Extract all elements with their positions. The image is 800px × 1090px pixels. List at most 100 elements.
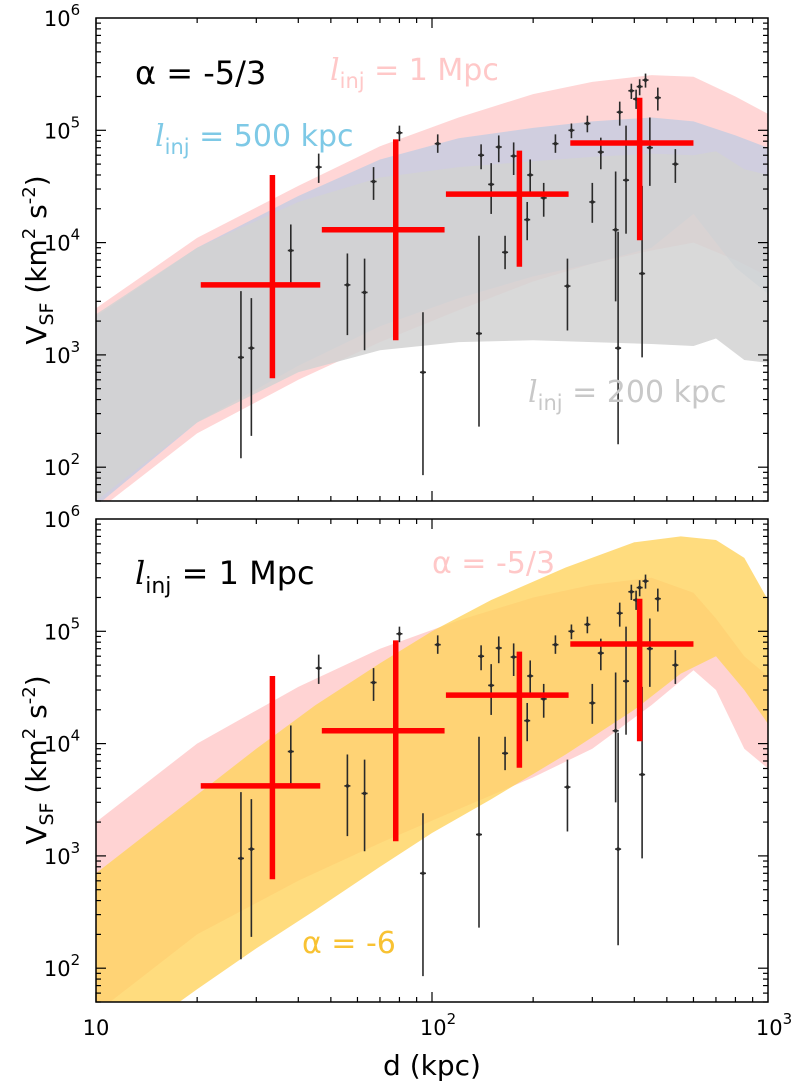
measurements-top — [237, 73, 679, 476]
band-label-1mpc: linj = 1 Mpc — [330, 53, 499, 93]
ticks-bottom: 102 103 104 105 106 10 102 103 — [44, 502, 792, 1040]
bands-bottom — [96, 536, 768, 1002]
measurement-point — [552, 134, 559, 153]
x-axis-label: d (kpc) — [383, 1049, 481, 1082]
measurement-point — [568, 123, 575, 139]
panel-top: 102 103 104 105 106 α = -5/3 linj = 1 Mpc li… — [44, 1, 769, 502]
x-tick-label: 102 — [420, 1010, 456, 1040]
measurement-point — [344, 253, 351, 336]
measurement-point — [527, 660, 534, 696]
y-tick-label: 104 — [44, 727, 80, 757]
measurement-point — [510, 643, 517, 676]
binned-mean — [321, 640, 445, 842]
measurement-point — [344, 754, 351, 837]
measurement-point — [672, 650, 679, 684]
y-tick-label: 105 — [44, 113, 80, 143]
binned-mean — [445, 150, 569, 267]
measurement-point — [672, 149, 679, 183]
binned-mean — [200, 675, 321, 880]
measurement-point — [419, 312, 426, 476]
binned-top — [200, 97, 694, 379]
measurement-point — [612, 672, 619, 803]
measurement-point — [510, 142, 517, 175]
measurement-point — [642, 574, 649, 589]
measurement-point — [287, 725, 294, 789]
measurement-point — [248, 298, 255, 436]
measurement-point — [434, 635, 441, 654]
measurement-point — [628, 584, 635, 600]
measurement-point — [612, 171, 619, 302]
measurement-point — [636, 79, 643, 96]
measurement-point — [502, 235, 509, 270]
panel-top-title: α = -5/3 — [135, 54, 266, 92]
measurement-point — [527, 159, 534, 195]
measurement-point — [646, 117, 653, 186]
measurement-point — [287, 224, 294, 288]
measurement-point — [564, 759, 571, 832]
y-tick-label: 103 — [44, 839, 80, 869]
measurement-point — [628, 83, 635, 99]
measurement-point — [315, 654, 322, 684]
measurement-point — [419, 813, 426, 977]
y-tick-label: 106 — [44, 1, 80, 31]
measurement-point — [370, 668, 377, 701]
band-label-alpha-53: α = -5/3 — [432, 546, 555, 581]
measurement-point — [396, 125, 403, 142]
y-tick-label: 103 — [44, 338, 80, 368]
measurement-point — [502, 736, 509, 771]
measurement-point — [396, 626, 403, 643]
band-top-2 — [96, 151, 768, 501]
measurement-point — [589, 683, 596, 724]
measurement-point — [478, 144, 485, 170]
frame-bottom — [95, 518, 769, 1003]
measurement-point — [584, 115, 591, 133]
x-tick-label: 10 — [83, 1016, 110, 1040]
frame-top — [95, 17, 769, 502]
y-tick-label: 102 — [44, 450, 80, 480]
measurement-point — [654, 588, 661, 612]
measurement-point — [615, 732, 622, 946]
x-tick-label: 103 — [756, 1010, 792, 1040]
measurement-point — [237, 291, 244, 459]
measurement-point — [540, 683, 547, 718]
measurement-point — [636, 580, 643, 597]
measurement-point — [540, 182, 547, 217]
measurement-point — [616, 101, 623, 126]
binned-mean — [570, 97, 694, 241]
measurement-point — [615, 231, 622, 445]
measurement-point — [488, 163, 495, 214]
measurement-point — [495, 636, 502, 664]
bands-top — [96, 75, 768, 501]
measurement-point — [524, 702, 531, 742]
panel-bottom: 102 103 104 105 106 10 102 103 linj = 1 Mpc α =… — [44, 502, 792, 1040]
y-tick-label: 104 — [44, 226, 80, 256]
binned-bottom — [200, 598, 694, 880]
y-tick-label: 102 — [44, 951, 80, 981]
measurement-point — [248, 799, 255, 937]
measurement-point — [584, 616, 591, 634]
measurement-point — [361, 258, 368, 351]
binned-mean — [570, 598, 694, 742]
band-label-200kpc: linj = 200 kpc — [528, 375, 727, 415]
binned-mean — [445, 651, 569, 768]
measurement-point — [478, 645, 485, 671]
measurement-point — [589, 182, 596, 223]
measurement-point — [475, 235, 482, 427]
measurement-point — [654, 87, 661, 111]
y-axis-label-top: VSF (km2 s-2) — [19, 175, 58, 344]
binned-mean — [200, 174, 321, 379]
band-bot-1 — [96, 536, 768, 1002]
measurement-point — [552, 635, 559, 654]
y-tick-label: 105 — [44, 614, 80, 644]
measurement-point — [616, 602, 623, 627]
measurement-point — [475, 736, 482, 928]
measurement-point — [524, 201, 531, 241]
y-axis-label-bottom: VSF (km2 s-2) — [19, 675, 58, 844]
measurement-point — [495, 135, 502, 163]
ticks-top: 102 103 104 105 106 — [44, 1, 768, 502]
measurement-point — [361, 759, 368, 852]
measurement-point — [646, 618, 653, 687]
binned-mean — [321, 139, 445, 341]
measurement-point — [237, 792, 244, 960]
